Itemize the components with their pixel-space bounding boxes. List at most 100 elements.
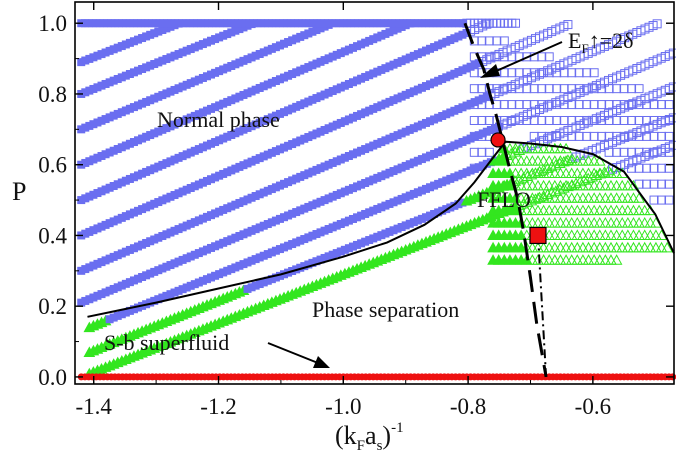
normal-phase-point — [567, 131, 577, 141]
normal-phase-point — [552, 100, 562, 110]
fflo-point — [605, 204, 617, 216]
fflo-point — [627, 204, 640, 216]
fflo-point — [526, 167, 539, 179]
normal-phase-point — [567, 68, 577, 78]
fflo-point — [548, 155, 561, 166]
normal-phase-point — [522, 68, 532, 78]
fflo-point — [520, 229, 533, 240]
normal-phase-point — [627, 131, 637, 141]
normal-phase-point — [597, 84, 607, 94]
fflo-point — [605, 192, 617, 203]
normal-phase-point — [559, 84, 569, 94]
solid-phase-boundary — [87, 140, 675, 318]
fflo-point — [588, 241, 600, 253]
fflo-point — [565, 155, 578, 166]
normal-phase-point — [559, 131, 569, 141]
fflo-point — [571, 204, 584, 216]
annotation-normal-phase: Normal phase — [157, 107, 280, 132]
fflo-point — [627, 229, 640, 240]
fflo-point — [560, 217, 572, 228]
normal-phase-point — [657, 147, 667, 157]
normal-phase-point — [559, 100, 569, 110]
fflo-point — [661, 241, 673, 253]
tricritical-point — [490, 132, 506, 148]
fflo-point — [526, 192, 539, 203]
normal-phase-point — [492, 52, 502, 62]
y-tick-label: 0.8 — [38, 82, 67, 107]
normal-phase-point — [544, 84, 554, 94]
fflo-point — [529, 193, 542, 204]
axes-layer: -1.4 -1.2 -1.0 -0.8 -0.6 0.0 0.2 0.4 0.6 0.8 1.0 — [38, 2, 674, 419]
fflo-point — [627, 192, 640, 203]
normal-phase-point — [649, 163, 659, 173]
normal-phase-point — [552, 131, 562, 141]
fflo-point — [537, 204, 550, 216]
normal-phase-point — [582, 68, 592, 78]
fflo-point — [577, 254, 589, 265]
normal-phase-point — [627, 163, 637, 173]
fflo-point — [627, 241, 640, 253]
fflo-point — [621, 241, 634, 253]
normal-phase-point — [552, 84, 562, 94]
fflo-point — [582, 155, 595, 166]
fflo-point — [548, 254, 561, 265]
normal-phase-point — [477, 84, 487, 94]
fflo-point — [633, 241, 645, 253]
y-tick-label: 0.6 — [38, 153, 67, 178]
fflo-point — [588, 204, 600, 216]
normal-phase-point — [529, 68, 539, 78]
normal-phase-point — [604, 131, 614, 141]
fflo-point — [532, 192, 544, 203]
fflo-point — [526, 179, 539, 191]
x-tick-label: -1.0 — [325, 394, 361, 419]
normal-phase-point — [544, 52, 554, 62]
normal-phase-point — [582, 100, 592, 110]
fflo-point — [577, 204, 589, 216]
y-axis-title: P — [12, 177, 26, 206]
fflo-point — [543, 229, 556, 240]
normal-phase-point — [469, 84, 479, 94]
fflo-point — [616, 217, 629, 228]
normal-phase-point — [649, 147, 659, 157]
normal-phase-point — [597, 100, 607, 110]
fflo-point — [565, 229, 578, 240]
normal-phase-point — [642, 147, 652, 157]
fflo-point — [571, 254, 584, 265]
x-tick-label: -0.8 — [450, 394, 486, 419]
fflo-point — [577, 192, 589, 203]
normal-phase-point — [469, 100, 479, 110]
fflo-point — [593, 179, 606, 191]
fflo-point — [582, 172, 595, 184]
normal-phase-point — [619, 100, 629, 110]
fflo-point — [621, 217, 634, 228]
normal-phase-point — [537, 115, 547, 125]
fflo-point — [504, 142, 516, 154]
fflo-point — [515, 229, 527, 240]
fflo-point — [543, 217, 556, 228]
fflo-point — [621, 179, 634, 191]
boundary-lines-layer — [87, 22, 675, 378]
fflo-point — [543, 254, 556, 265]
fflo-point — [610, 229, 623, 240]
fflo-point — [515, 142, 527, 154]
fflo-point — [638, 217, 651, 228]
normal-phase-point — [507, 68, 517, 78]
normal-phase-point — [634, 100, 644, 110]
fflo-point — [509, 167, 522, 179]
normal-phase-point — [492, 84, 502, 94]
fflo-point — [537, 167, 550, 179]
normal-phase-point — [484, 36, 494, 46]
normal-phase-point — [582, 131, 592, 141]
normal-phase-point — [649, 115, 659, 125]
fflo-point — [605, 167, 617, 179]
fflo-point — [655, 229, 668, 240]
fflo-point — [554, 155, 567, 166]
normal-phase-point — [484, 52, 494, 62]
normal-phase-point — [582, 115, 592, 125]
normal-phase-point — [484, 115, 494, 125]
normal-phase-point — [574, 68, 584, 78]
fflo-point — [560, 229, 572, 240]
normal-phase-point — [664, 147, 674, 157]
normal-phase-point — [492, 36, 502, 46]
fflo-point — [537, 190, 550, 201]
